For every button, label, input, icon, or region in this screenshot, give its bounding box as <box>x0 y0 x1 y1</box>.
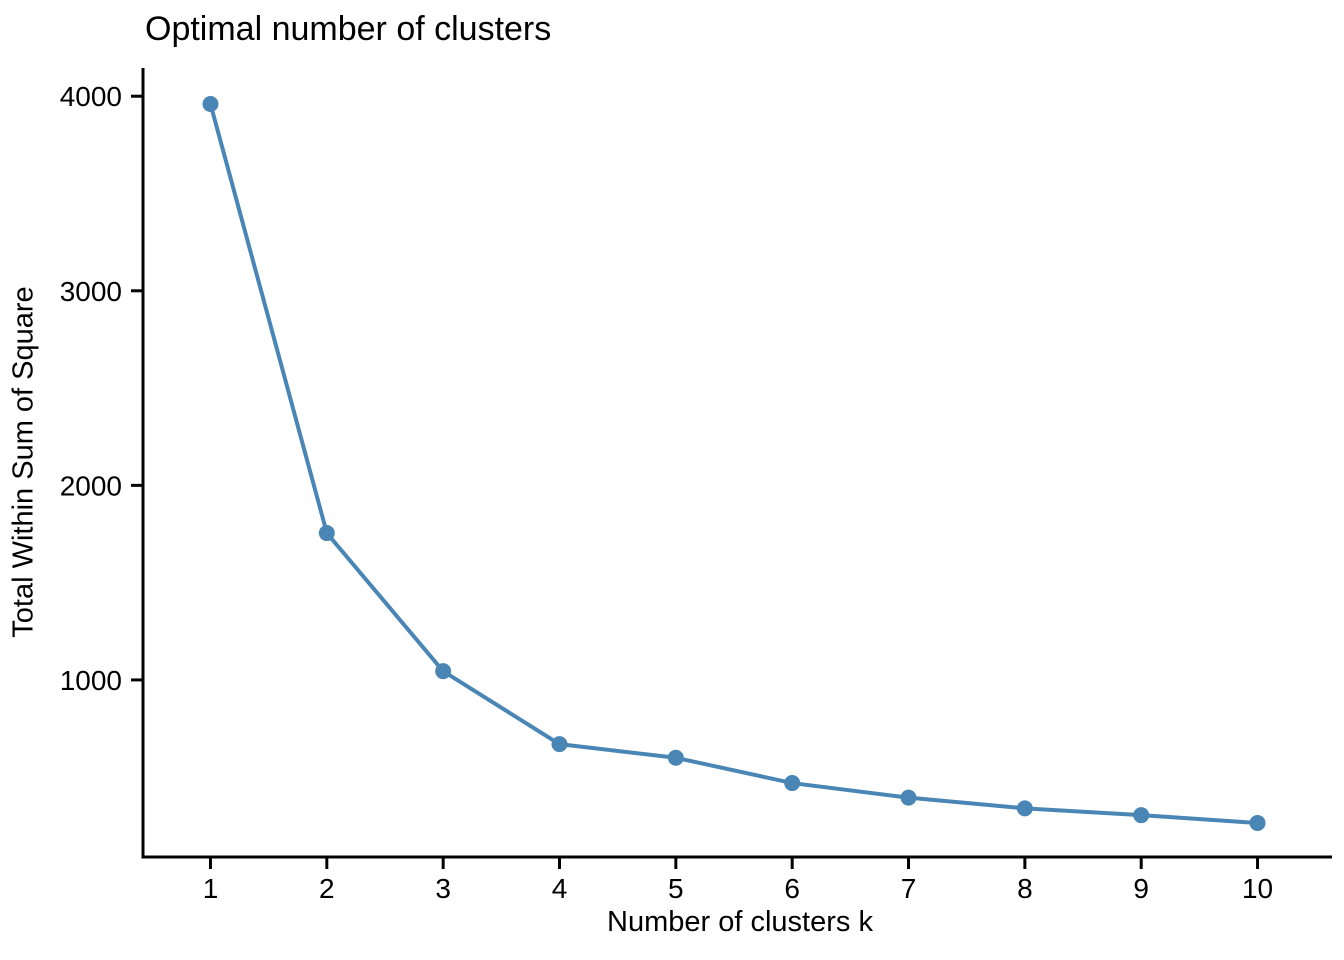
chart-title: Optimal number of clusters <box>145 10 552 48</box>
y-tick-label: 3000 <box>60 276 122 307</box>
data-point-k1 <box>202 95 219 112</box>
y-tick-label: 2000 <box>60 470 122 501</box>
data-point-k3 <box>435 663 452 680</box>
x-axis-title: Number of clusters k <box>607 906 873 938</box>
x-tick-label: 7 <box>901 873 917 904</box>
wss-line-series <box>208 101 1260 825</box>
x-tick-label: 10 <box>1242 873 1273 904</box>
y-tick-label: 1000 <box>60 665 122 696</box>
data-point-k7 <box>900 789 917 806</box>
data-point-k4 <box>551 736 568 753</box>
x-tick-label: 4 <box>552 873 568 904</box>
data-point-k9 <box>1133 807 1150 824</box>
data-point-k8 <box>1016 800 1033 817</box>
x-tick-label: 2 <box>319 873 335 904</box>
y-tick-label: 4000 <box>60 81 122 112</box>
data-point-k6 <box>784 775 801 792</box>
data-point-k10 <box>1249 814 1266 831</box>
x-tick-label: 6 <box>784 873 800 904</box>
data-point-k2 <box>318 525 335 542</box>
x-tick-label: 8 <box>1017 873 1033 904</box>
x-tick-label: 1 <box>203 873 219 904</box>
x-tick-label: 5 <box>668 873 684 904</box>
x-tick-label: 9 <box>1133 873 1149 904</box>
x-tick-label: 3 <box>435 873 451 904</box>
data-point-k5 <box>667 749 684 766</box>
